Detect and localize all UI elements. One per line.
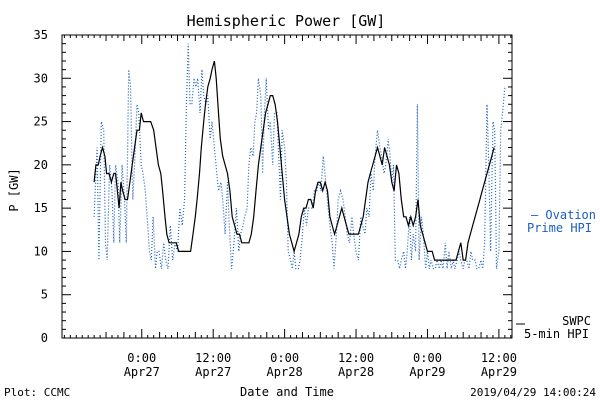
x-tick-time: 12:00 (481, 351, 517, 365)
legend-ovation-line2: Prime HPI (527, 221, 592, 235)
ovation-prime-series-line (93, 43, 506, 270)
y-axis: 0 5 10 15 20 25 30 35 (34, 28, 512, 345)
x-tick-date: Apr27 (124, 365, 160, 379)
chart-title: Hemispheric Power [GW] (187, 12, 386, 30)
y-tick-label: 35 (34, 28, 48, 42)
x-tick-date: Apr28 (267, 365, 303, 379)
footer-credit: Plot: CCMC (4, 386, 70, 399)
x-tick-date: Apr29 (409, 365, 445, 379)
y-tick-label: 10 (34, 244, 48, 258)
x-tick-time: 0:00 (127, 351, 156, 365)
x-tick-time: 0:00 (270, 351, 299, 365)
x-tick-time: 0:00 (413, 351, 442, 365)
footer-timestamp: 2019/04/29 14:00:24 (470, 386, 596, 399)
y-tick-label: 0 (41, 331, 48, 345)
x-axis: 0:00Apr2712:00Apr270:00Apr2812:00Apr280:… (63, 35, 517, 379)
y-axis-label: P [GW] (7, 168, 21, 211)
x-tick-date: Apr28 (338, 365, 374, 379)
legend: — Ovation Prime HPI SWPC 5-min HPI (516, 208, 596, 341)
y-tick-label: 5 (41, 288, 48, 302)
x-tick-date: Apr27 (195, 365, 231, 379)
y-tick-label: 15 (34, 201, 48, 215)
x-tick-time: 12:00 (338, 351, 374, 365)
plot-frame (61, 34, 513, 339)
x-tick-date: Apr29 (481, 365, 517, 379)
legend-ovation-line1: — Ovation (531, 208, 596, 222)
series-layer (93, 43, 506, 270)
x-tick-time: 12:00 (195, 351, 231, 365)
y-tick-label: 20 (34, 158, 48, 172)
legend-swpc-line2: 5-min HPI (524, 327, 589, 341)
y-tick-label: 25 (34, 115, 48, 129)
x-axis-label: Date and Time (240, 385, 334, 399)
legend-swpc-line1: SWPC (562, 314, 591, 328)
y-tick-label: 30 (34, 71, 48, 85)
swpc-hpi-series-line (93, 60, 495, 261)
